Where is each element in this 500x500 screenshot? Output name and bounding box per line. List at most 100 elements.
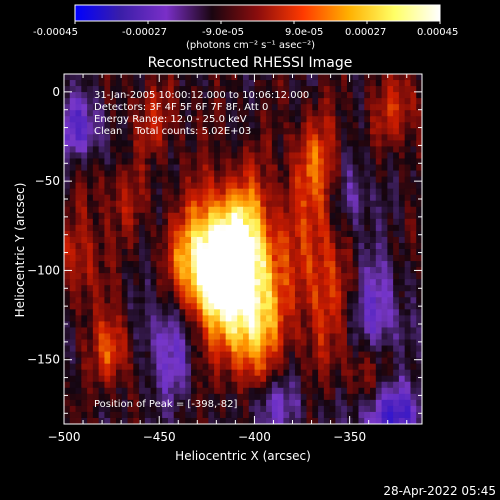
heatmap-cell — [277, 236, 285, 244]
heatmap-cell — [185, 134, 192, 141]
heatmap-cell — [185, 164, 192, 172]
heatmap-cell — [254, 242, 261, 250]
heatmap-cell — [98, 363, 106, 371]
heatmap-cell — [271, 134, 279, 141]
heatmap-cell — [416, 146, 422, 154]
heatmap-cell — [352, 104, 360, 111]
heatmap-cell — [254, 417, 261, 424]
heatmap-cell — [387, 230, 394, 238]
heatmap-cell — [289, 128, 296, 135]
heatmap-cell — [133, 128, 140, 135]
heatmap-cell — [162, 140, 169, 148]
heatmap-cell — [387, 242, 394, 250]
colorbar-tick-label: 9.0e-05 — [285, 27, 323, 38]
heatmap-cell — [393, 146, 400, 154]
heatmap-cell — [277, 122, 285, 129]
heatmap-cell — [248, 387, 256, 395]
heatmap-cell — [312, 158, 319, 166]
heatmap-cell — [162, 170, 169, 178]
heatmap-cell — [260, 273, 267, 280]
heatmap-cell — [231, 291, 238, 298]
heatmap-cell — [381, 170, 388, 178]
heatmap-cell — [150, 327, 157, 335]
heatmap-cell — [75, 267, 82, 274]
heatmap-cell — [156, 411, 163, 419]
heatmap-cell — [393, 381, 400, 389]
heatmap-cell — [162, 417, 169, 424]
heatmap-cell — [179, 158, 186, 166]
heatmap-cell — [254, 170, 261, 178]
heatmap-cell — [121, 351, 129, 359]
heatmap-cell — [208, 128, 215, 135]
heatmap-cell — [219, 158, 227, 166]
heatmap-cell — [115, 375, 123, 383]
heatmap-cell — [266, 375, 273, 383]
heatmap-cell — [335, 405, 342, 413]
heatmap-cell — [214, 92, 221, 99]
heatmap-cell — [381, 375, 388, 383]
heatmap-cell — [214, 104, 221, 111]
heatmap-cell — [173, 224, 181, 232]
heatmap-cell — [393, 152, 400, 160]
heatmap-cell — [104, 345, 111, 353]
heatmap-cell — [219, 242, 227, 250]
heatmap-cell — [185, 327, 192, 335]
heatmap-cell — [225, 375, 233, 383]
heatmap-cell — [179, 194, 186, 202]
heatmap-cell — [150, 128, 157, 135]
heatmap-cell — [271, 303, 279, 310]
heatmap-cell — [387, 303, 394, 310]
heatmap-cell — [312, 357, 319, 365]
heatmap-cell — [127, 309, 134, 316]
heatmap-cell — [219, 315, 227, 323]
heatmap-cell — [231, 393, 238, 401]
heatmap-cell — [110, 176, 117, 184]
heatmap-cell — [69, 399, 77, 407]
heatmap-cell — [214, 291, 221, 298]
heatmap-cell — [150, 255, 157, 262]
heatmap-cell — [179, 267, 186, 274]
heatmap-cell — [370, 357, 377, 365]
heatmap-cell — [191, 176, 198, 184]
heatmap-cell — [167, 236, 175, 244]
heatmap-cell — [266, 249, 273, 256]
heatmap-cell — [81, 230, 88, 238]
heatmap-cell — [133, 182, 140, 190]
heatmap-cell — [202, 315, 209, 323]
heatmap-cell — [277, 255, 285, 262]
heatmap-cell — [173, 188, 181, 196]
heatmap-cell — [98, 134, 106, 141]
heatmap-cell — [352, 176, 360, 184]
heatmap-cell — [127, 399, 134, 407]
heatmap-cell — [214, 411, 221, 419]
heatmap-cell — [144, 357, 152, 365]
heatmap-cell — [219, 122, 227, 129]
heatmap-cell — [144, 242, 152, 250]
heatmap-cell — [248, 92, 256, 99]
heatmap-cell — [156, 230, 163, 238]
heatmap-cell — [416, 200, 422, 208]
heatmap-cell — [323, 393, 331, 401]
heatmap-cell — [98, 255, 106, 262]
heatmap-cell — [358, 134, 365, 141]
heatmap-cell — [248, 146, 256, 154]
heatmap-cell — [225, 170, 233, 178]
heatmap-cell — [92, 128, 100, 135]
heatmap-cell — [404, 303, 412, 310]
heatmap-cell — [110, 86, 117, 93]
heatmap-cell — [110, 405, 117, 413]
heatmap-cell — [69, 369, 77, 377]
heatmap-cell — [387, 405, 394, 413]
heatmap-cell — [393, 291, 400, 298]
heatmap-cell — [243, 110, 250, 117]
heatmap-cell — [75, 399, 82, 407]
heatmap-cell — [225, 80, 233, 87]
heatmap-cell — [375, 309, 383, 316]
heatmap-cell — [254, 363, 261, 371]
heatmap-cell — [127, 315, 134, 323]
heatmap-cell — [139, 170, 146, 178]
heatmap-cell — [277, 128, 285, 135]
heatmap-cell — [127, 188, 134, 196]
heatmap-cell — [150, 80, 157, 87]
heatmap-cell — [185, 170, 192, 178]
